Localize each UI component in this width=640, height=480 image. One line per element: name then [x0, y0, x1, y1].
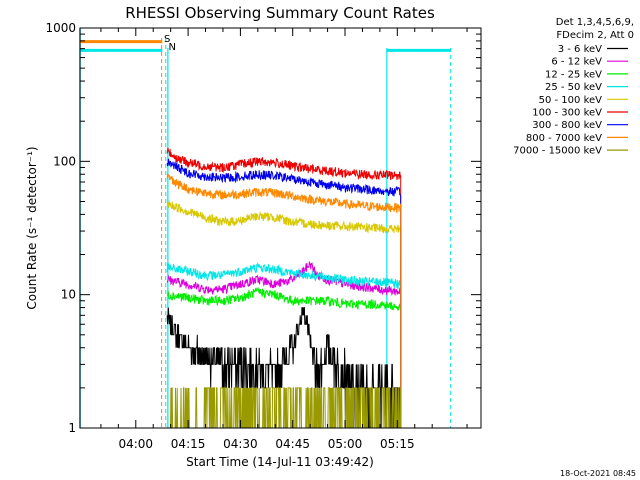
- legend-label: 12 - 25 keV: [545, 69, 602, 80]
- y-tick-label: 1: [68, 421, 76, 435]
- series-line-7: [166, 173, 402, 429]
- series-line-6: [166, 158, 402, 429]
- legend-label: 800 - 7000 keV: [526, 133, 602, 144]
- x-tick-label: 04:30: [223, 437, 258, 451]
- marker-s: S: [164, 34, 170, 45]
- x-tick-label: 05:00: [328, 437, 363, 451]
- x-axis-label: Start Time (14-Jul-11 03:49:42): [186, 455, 374, 469]
- x-tick-label: 04:15: [171, 437, 206, 451]
- legend-label: 6 - 12 keV: [551, 57, 602, 68]
- y-tick-label: 10: [61, 288, 76, 302]
- legend: Det 1,3,4,5,6,9, FDecim 2, Att 0 3 - 6 k…: [513, 17, 634, 157]
- legend-label: 7000 - 15000 keV: [513, 146, 602, 157]
- legend-header-line-2: FDecim 2, Att 0: [556, 30, 634, 41]
- series-line-3: [166, 262, 402, 429]
- legend-label: 50 - 100 keV: [539, 95, 603, 106]
- legend-label: 25 - 50 keV: [545, 82, 602, 93]
- s-n-markers: SN: [164, 34, 176, 53]
- series-line-2: [166, 286, 402, 429]
- series-line-4: [166, 199, 402, 429]
- marker-n: N: [168, 42, 175, 53]
- y-axis-label: Count Rate (s⁻¹ detector⁻¹): [25, 146, 39, 309]
- y-tick-label: 100: [53, 154, 76, 168]
- axis-ticks: 04:00 04:15 04:30 04:45 05:00 05:15 1 10 100 1000: [45, 21, 481, 451]
- legend-label: 100 - 300 keV: [532, 108, 602, 119]
- x-tick-label: 04:00: [118, 437, 153, 451]
- series-layer: [166, 147, 402, 429]
- chart-title: RHESSI Observing Summary Count Rates: [125, 4, 435, 22]
- plot-frame: [79, 27, 482, 429]
- x-tick-label: 05:15: [380, 437, 415, 451]
- series-line-1: [166, 261, 402, 429]
- legend-label: 300 - 800 keV: [532, 120, 602, 131]
- series-line-8: [167, 387, 402, 429]
- legend-header-line-1: Det 1,3,4,5,6,9,: [556, 17, 634, 28]
- y-tick-label: 1000: [45, 21, 76, 35]
- series-line-5: [166, 147, 402, 429]
- footer-date: 18-Oct-2021 08:45: [560, 469, 636, 478]
- legend-label: 3 - 6 keV: [558, 44, 602, 55]
- x-tick-label: 04:45: [275, 437, 310, 451]
